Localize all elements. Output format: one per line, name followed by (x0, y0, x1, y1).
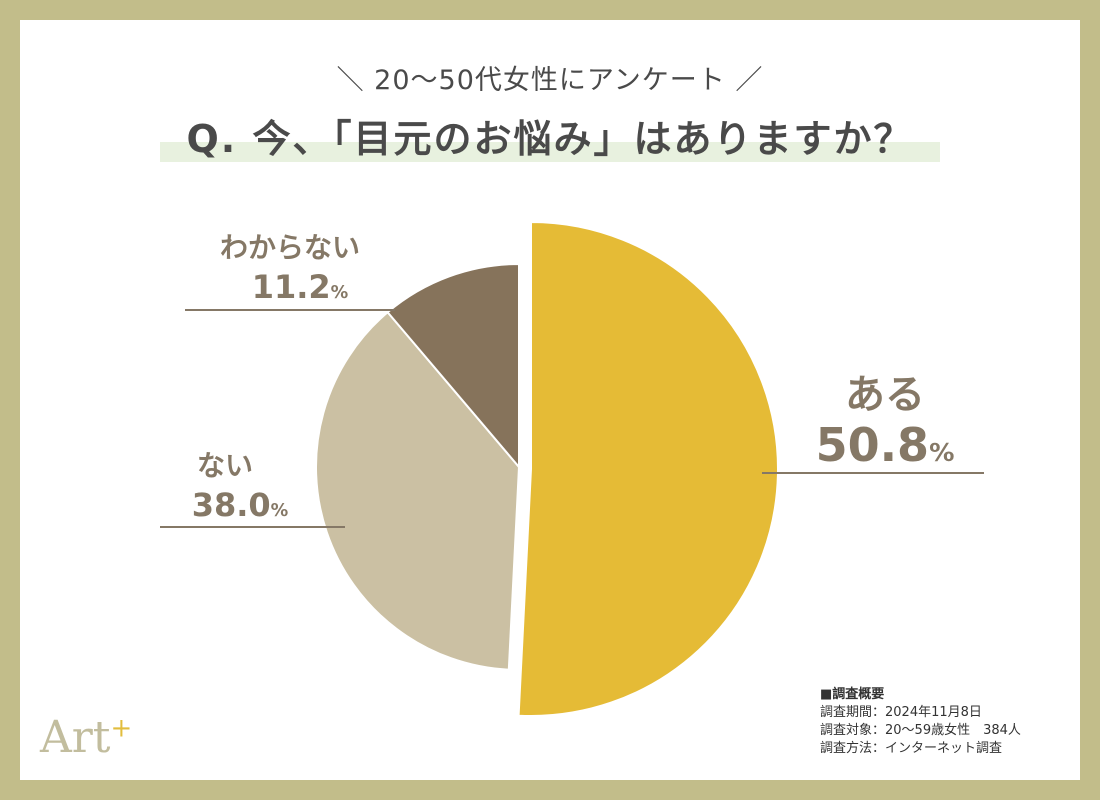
leader-line-aru (762, 472, 984, 474)
label-aru: ある (845, 372, 925, 418)
art-plus-logo: Art+ (40, 712, 133, 763)
pie-slice-wakaranai (386, 262, 520, 470)
subtitle: ＼ 20〜50代女性にアンケート ／ (336, 65, 764, 96)
survey-period: 調査期間：2024年11月8日 (820, 705, 982, 720)
value-aru: 50.8% (815, 418, 955, 472)
title-highlight (160, 142, 940, 162)
value-wakaranai: 11.2% (251, 268, 349, 306)
pie-slice-aru (517, 220, 780, 717)
survey-summary: ■調査概要 調査期間：2024年11月8日 調査対象：20〜59歳女性 384人… (820, 686, 1021, 758)
question-title: Q. 今、「目元のお悩み」はありますか？ (186, 117, 914, 161)
pie-slice-nai (315, 310, 521, 671)
label-wakaranai: わからない (219, 231, 360, 264)
value-nai: 38.0% (191, 486, 289, 524)
survey-target: 調査対象：20〜59歳女性 384人 (820, 723, 1021, 738)
survey-heading: ■調査概要 (820, 687, 885, 702)
label-nai: ない (196, 449, 253, 482)
leader-line-wakaranai (185, 309, 395, 311)
leader-line-nai (160, 526, 345, 528)
survey-method: 調査方法：インターネット調査 (820, 741, 1003, 756)
